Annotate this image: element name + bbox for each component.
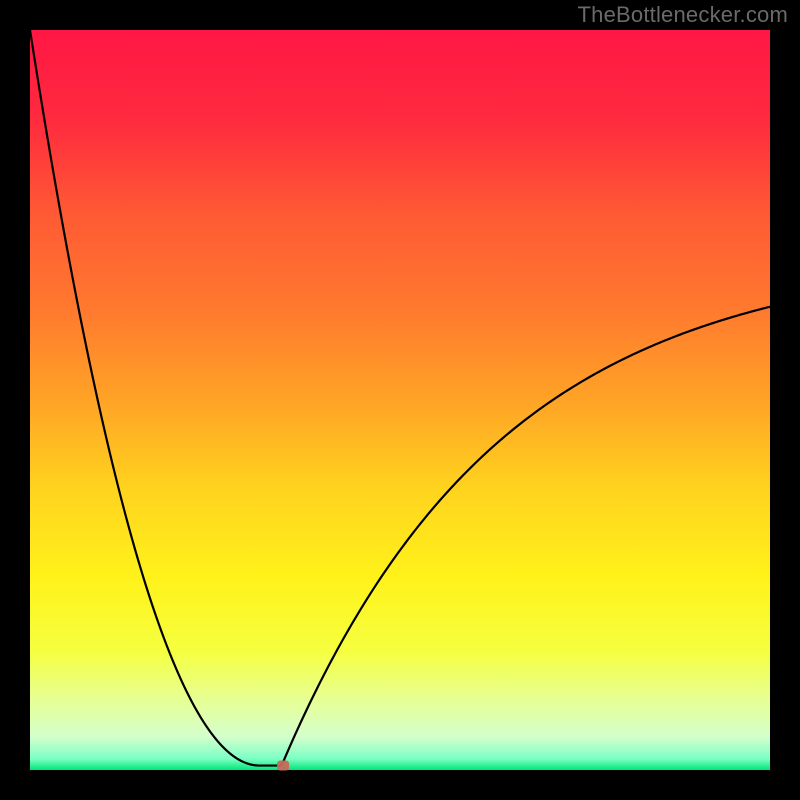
watermark-label: TheBottlenecker.com [578,2,788,28]
plot-area [30,30,770,770]
optimal-point-marker [277,761,289,771]
chart-container: TheBottlenecker.com [0,0,800,800]
bottleneck-chart [0,0,800,800]
